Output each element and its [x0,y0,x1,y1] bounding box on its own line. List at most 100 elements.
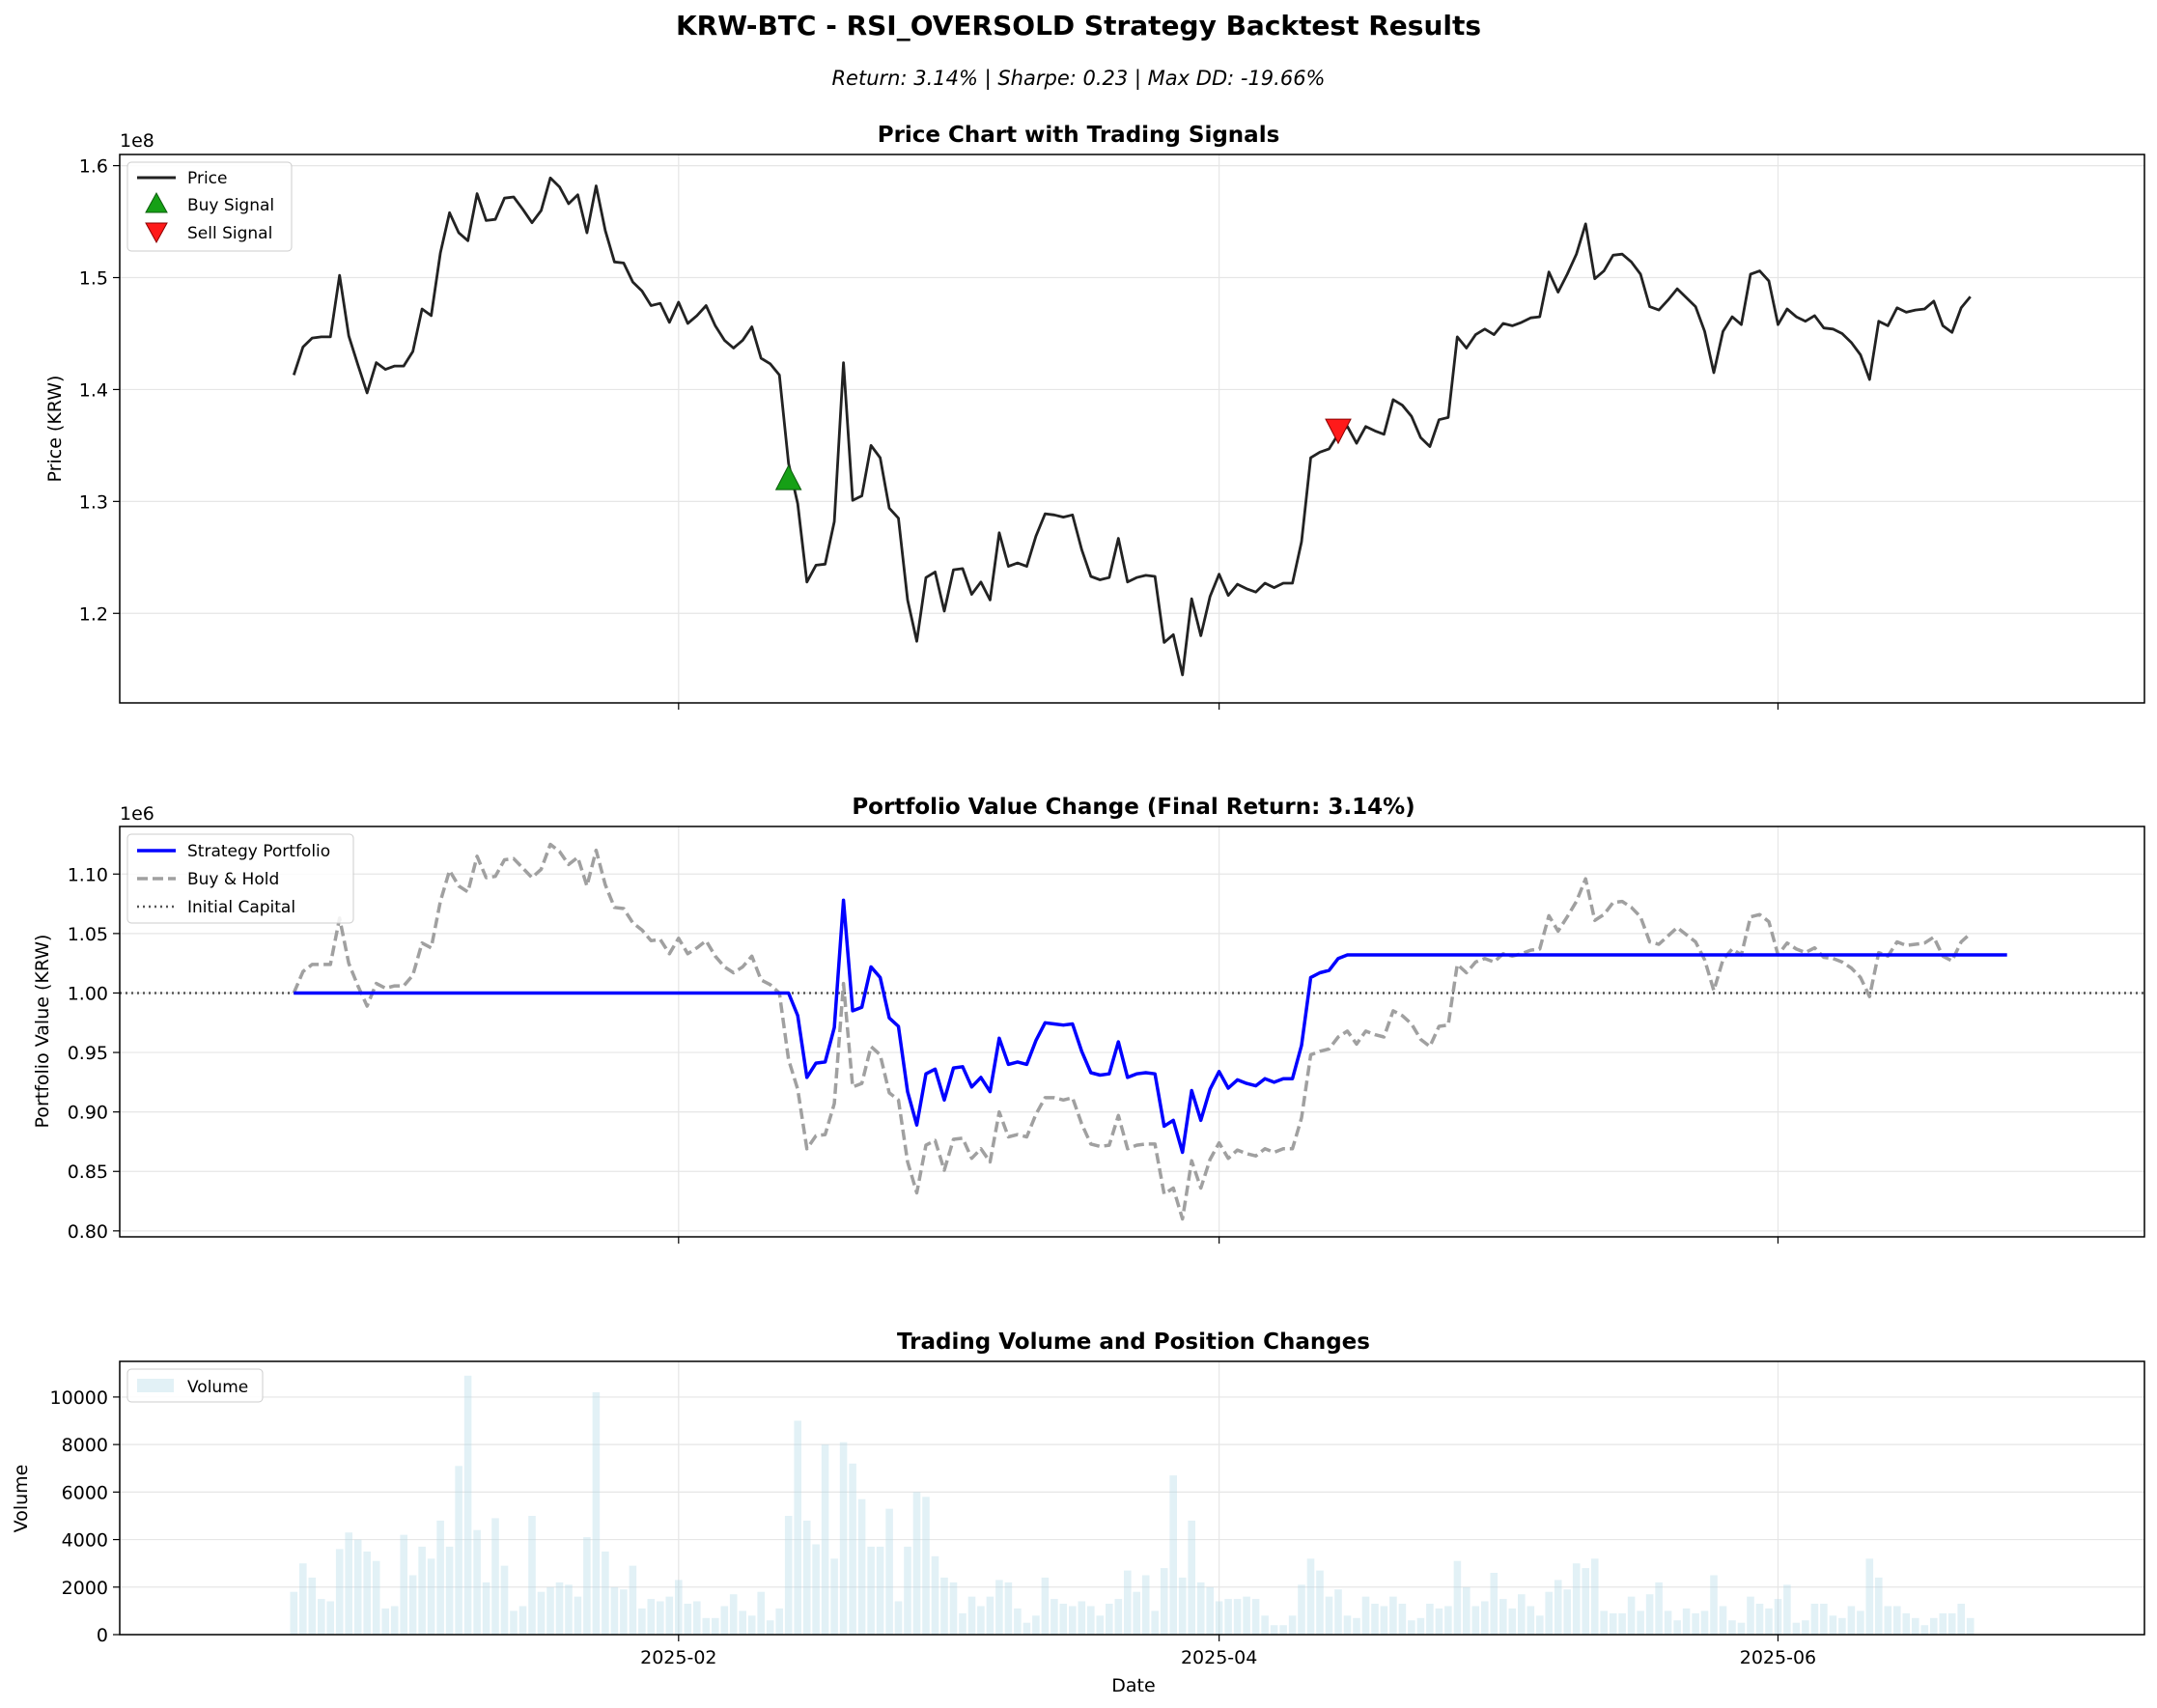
volume-bar [592,1392,601,1635]
price-legend-box [126,161,293,252]
portfolio-chart-x-ticks [678,1237,1779,1244]
volume-bar [1389,1596,1397,1635]
initial-capital-legend-label: Initial Capital [187,898,295,917]
price-chart-legend: Price Buy Signal Sell Signal [126,161,293,252]
y-tick-label: 1.00 [68,983,108,1004]
volume-bar [537,1591,546,1635]
volume-bar [1893,1606,1901,1635]
volume-bar [1947,1612,1956,1635]
volume-bar [1820,1604,1828,1635]
volume-chart-frame [119,1360,2145,1636]
volume-bar [1178,1577,1187,1635]
volume-bar [1912,1617,1919,1635]
volume-bar [1078,1601,1086,1635]
volume-bar [857,1498,866,1635]
volume-bar [720,1606,729,1635]
volume-bar [1022,1622,1031,1635]
volume-bar [1655,1582,1663,1635]
volume-bar [565,1584,573,1635]
volume-bar [436,1520,444,1635]
volume-chart-ylabel: Volume [11,1465,32,1533]
volume-bar [839,1442,848,1635]
volume-bar [1288,1615,1297,1635]
volume-bar [1930,1617,1938,1635]
volume-bar [1279,1625,1287,1635]
price-legend-label: Price [187,169,227,188]
volume-bar [381,1608,389,1635]
buy-signal-marker [774,464,802,490]
volume-bar [583,1537,591,1635]
volume-bar [1755,1604,1764,1635]
volume-bar [1270,1625,1278,1635]
volume-bar [1875,1577,1883,1635]
y-tick-label: 2000 [62,1578,108,1599]
volume-bar [1765,1608,1773,1635]
volume-bar [1902,1612,1911,1635]
sell-legend-marker [145,222,168,244]
volume-bar [894,1601,903,1635]
volume-chart-series [290,1375,1975,1635]
volume-bar [747,1615,756,1635]
volume-bar [712,1617,719,1635]
volume-bar [1243,1596,1250,1635]
volume-bar [390,1606,399,1635]
volume-chart-xlabel: Date [1111,1675,1155,1696]
y-tick-label: 6000 [62,1482,108,1503]
volume-bar [1481,1601,1489,1635]
volume-bar [1857,1610,1864,1635]
volume-bar [290,1591,298,1635]
volume-bar [867,1546,875,1635]
volume-bar [528,1516,536,1635]
volume-bar [326,1601,334,1635]
volume-bar [1215,1601,1223,1635]
volume-bar [1920,1625,1929,1635]
volume-bar [1783,1584,1791,1635]
volume-bar [1774,1599,1782,1635]
price-line [292,176,1972,677]
figure-title: KRW-BTC - RSI_OVERSOLD Strategy Backtest… [676,10,1481,42]
volume-bar [940,1577,948,1635]
volume-bar [1444,1606,1452,1635]
volume-bar [665,1596,674,1635]
y-tick-label: 0.80 [68,1221,108,1243]
volume-bar [510,1610,518,1635]
volume-chart-x-ticks: 2025-02 2025-04 2025-06 [640,1635,1816,1668]
volume-bar [1416,1617,1425,1635]
portfolio-legend-box [126,833,354,924]
volume-bar [1810,1604,1819,1635]
volume-bar [1124,1570,1132,1635]
volume-bar [500,1565,509,1635]
volume-bar [876,1546,884,1635]
volume-bar [1518,1594,1526,1635]
price-chart-ylabel: Price (KRW) [44,376,66,483]
volume-bar [1032,1615,1040,1635]
volume-bar [602,1551,609,1635]
volume-bar [1884,1606,1892,1635]
y-tick-label: 0.95 [68,1043,108,1064]
y-tick-label: 10000 [50,1387,108,1409]
volume-bar [1609,1612,1617,1635]
volume-bar [1380,1606,1388,1635]
volume-bar [739,1610,746,1635]
volume-bar [1069,1606,1077,1635]
volume-bar [1847,1606,1856,1635]
volume-bar [1747,1596,1754,1635]
volume-bar [1508,1608,1517,1635]
volume-bar [1325,1596,1333,1635]
y-tick-label: 0.90 [68,1103,108,1124]
volume-bar [445,1546,454,1635]
volume-bar [977,1606,985,1635]
volume-bar [345,1532,352,1635]
volume-bar [574,1596,582,1635]
volume-bar [1957,1604,1965,1635]
volume-bar [1692,1612,1699,1635]
sell-signal-marker [1325,418,1352,445]
portfolio-chart-panel: Portfolio Value Change (Final Return: 3.… [32,795,2145,1244]
price-chart-series [292,176,1972,677]
volume-bar [610,1586,619,1635]
volume-bar [363,1551,371,1635]
portfolio-chart-offset-text: 1e6 [120,803,154,825]
volume-chart-title: Trading Volume and Position Changes [897,1330,1370,1355]
volume-bar [959,1612,966,1635]
volume-bar [1087,1606,1095,1635]
